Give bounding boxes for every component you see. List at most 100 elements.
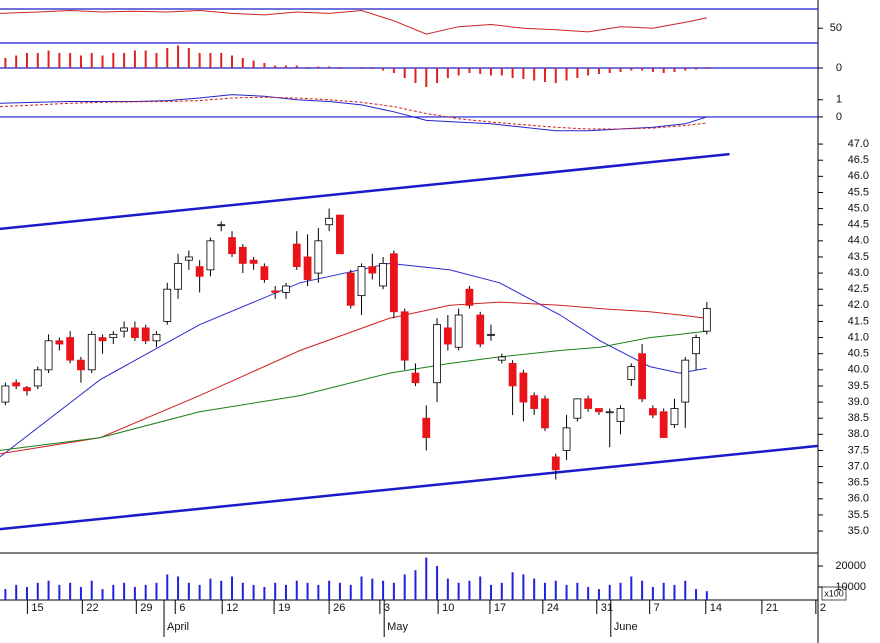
- bar: [490, 68, 493, 76]
- bar: [468, 68, 471, 73]
- bar: [684, 580, 687, 600]
- candle-body: [433, 324, 441, 384]
- bar: [360, 68, 363, 69]
- bar: [490, 584, 493, 600]
- candle-body: [357, 266, 366, 297]
- bar: [274, 65, 277, 68]
- bar: [446, 68, 449, 78]
- bar: [295, 580, 298, 600]
- candle-body: [562, 427, 571, 451]
- bar: [112, 584, 115, 600]
- trend-line: [0, 152, 730, 231]
- indicator-line: [0, 96, 707, 130]
- bar: [123, 53, 126, 68]
- bar: [533, 68, 536, 81]
- y-tick-label: 41.0: [848, 331, 869, 343]
- candle-body: [422, 417, 431, 438]
- bar: [58, 53, 61, 68]
- bar: [662, 582, 665, 600]
- bar: [15, 584, 18, 600]
- bar: [220, 53, 223, 68]
- x-tick-label: 26: [333, 602, 345, 614]
- y-tick-label: 44.0: [848, 235, 869, 247]
- bar: [619, 68, 622, 72]
- bar: [349, 584, 352, 600]
- unit-box: [821, 586, 847, 601]
- bar: [587, 586, 590, 600]
- bar: [414, 570, 417, 600]
- y-tick-label: 38.5: [848, 412, 869, 424]
- bar: [641, 68, 644, 71]
- candle-body: [670, 408, 679, 426]
- bar: [403, 574, 406, 600]
- bar: [446, 578, 449, 600]
- bar: [436, 566, 439, 600]
- candle-body: [33, 369, 42, 387]
- bar: [468, 580, 471, 600]
- bar: [306, 582, 309, 600]
- candle-body: [605, 411, 614, 414]
- x-tick-label: 22: [86, 602, 98, 614]
- bar: [630, 68, 633, 71]
- bar: [630, 576, 633, 600]
- bar: [565, 68, 568, 81]
- bar: [133, 50, 136, 68]
- bar: [295, 65, 298, 68]
- bar: [36, 582, 39, 600]
- candle-body: [282, 285, 290, 293]
- bar: [177, 45, 180, 68]
- bar: [36, 53, 39, 68]
- bar: [382, 580, 385, 600]
- bar: [565, 584, 568, 600]
- bar: [684, 68, 687, 71]
- bar: [522, 574, 525, 600]
- x-tick-label: 6: [179, 602, 185, 614]
- bar: [90, 53, 93, 68]
- candle-body: [638, 353, 646, 400]
- candle-body: [23, 387, 31, 392]
- y-tick-label: 45.5: [848, 186, 869, 198]
- y-tick-label: 20000: [835, 560, 866, 572]
- bar: [317, 66, 320, 68]
- bar: [338, 582, 341, 600]
- candle-body: [627, 366, 636, 380]
- y-tick-label: 37.5: [848, 444, 869, 456]
- bar: [241, 582, 244, 600]
- candle-body: [659, 411, 668, 438]
- candle-body: [325, 217, 334, 226]
- bar: [79, 55, 82, 68]
- y-tick-label: 0: [836, 111, 842, 123]
- bar: [425, 68, 428, 87]
- indicator-line: [0, 9, 707, 35]
- bar: [651, 68, 654, 72]
- bar: [155, 582, 158, 600]
- bar: [392, 68, 395, 73]
- month-label: April: [167, 621, 189, 633]
- y-tick-label: 47.0: [848, 138, 869, 150]
- x-tick-label: 15: [31, 602, 43, 614]
- bar: [673, 68, 676, 72]
- bar: [252, 584, 255, 600]
- y-tick-label: 36.5: [848, 477, 869, 489]
- bar: [425, 557, 428, 600]
- x-tick-label: 7: [654, 602, 660, 614]
- candle-body: [584, 398, 593, 409]
- x-tick-label: 3: [384, 602, 390, 614]
- candle-body: [443, 327, 452, 345]
- bar: [608, 68, 611, 73]
- candle-body: [206, 240, 215, 271]
- candle-body: [692, 337, 700, 355]
- bar: [144, 584, 147, 600]
- bar: [392, 582, 395, 600]
- y-tick-label: 45.0: [848, 202, 869, 214]
- y-tick-label: 35.5: [848, 509, 869, 521]
- candle-body: [1, 385, 10, 403]
- candle-body: [595, 408, 603, 413]
- candle-body: [238, 246, 247, 264]
- candle-body: [228, 237, 236, 255]
- x-tick-label: 31: [601, 602, 613, 614]
- bar: [662, 68, 665, 73]
- y-tick-label: 37.0: [848, 460, 869, 472]
- bar: [511, 68, 514, 78]
- candle-body: [109, 333, 118, 338]
